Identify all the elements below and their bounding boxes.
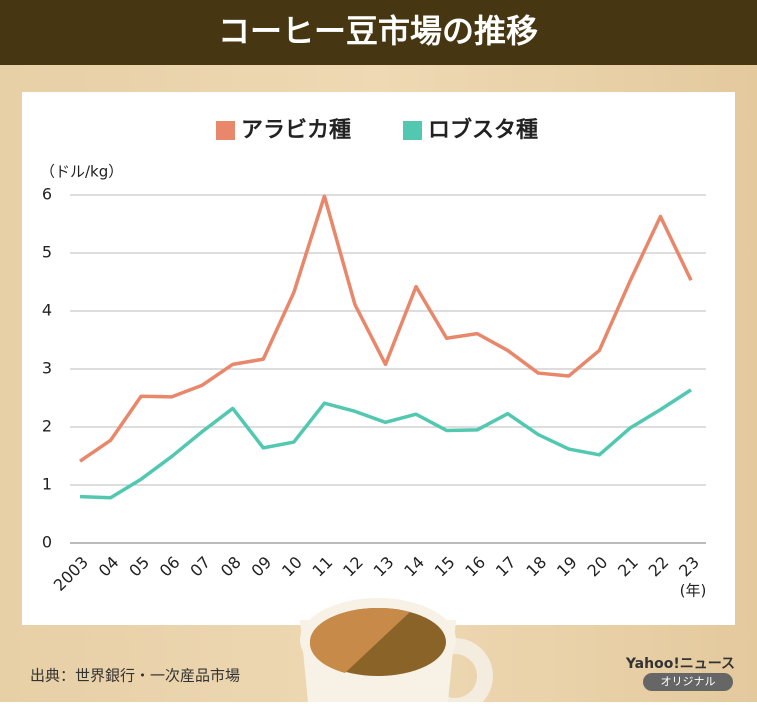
legend-label: ロブスタ種 — [428, 117, 538, 143]
legend-swatch — [216, 121, 235, 140]
y-tick-label: 0 — [42, 533, 52, 552]
y-tick-label: 3 — [42, 359, 52, 378]
y-tick-label: 6 — [42, 185, 52, 204]
source: 出典：世界銀行・一次産品市場 — [30, 667, 240, 685]
y-tick-label: 2 — [42, 417, 52, 436]
y-tick-label: 5 — [42, 243, 52, 262]
series-line — [79, 388, 692, 500]
badge-bg — [643, 673, 733, 691]
badge: オリジナル — [661, 675, 716, 688]
series-line — [79, 194, 693, 463]
legend-label: アラビカ種 — [241, 118, 351, 143]
chart-panel — [22, 92, 735, 625]
header-bar — [0, 0, 757, 65]
y-tick-label: 1 — [42, 475, 52, 494]
brand: Yahoo!ニュース — [625, 656, 735, 672]
legend-swatch — [403, 121, 422, 140]
title: コーヒー豆市場の推移 — [218, 12, 538, 50]
y-tick-label: 4 — [42, 301, 52, 320]
x-axis-label: (年) — [680, 582, 707, 600]
y-axis-label: （ドル/kg） — [40, 163, 123, 181]
coffee-cup — [300, 598, 493, 706]
